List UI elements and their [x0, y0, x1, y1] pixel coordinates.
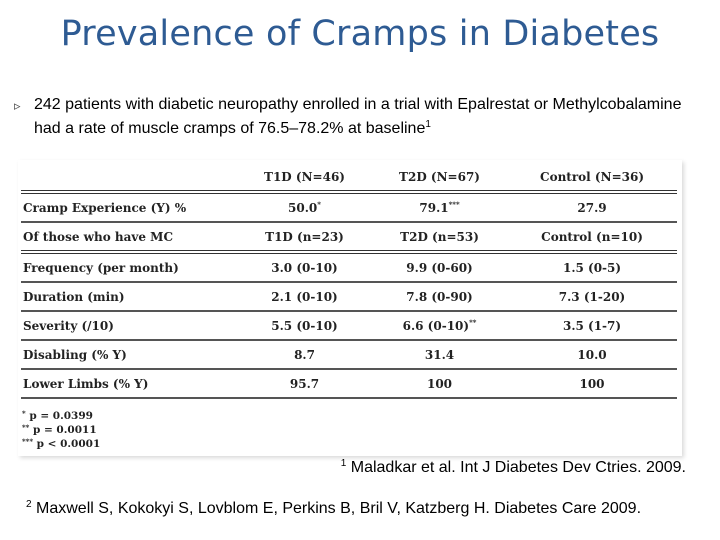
bullet-arrow-icon: ▹	[14, 98, 21, 113]
cell-control: 10.0	[507, 340, 677, 370]
cell-value: 27.9	[577, 201, 607, 215]
reference-number: 2	[26, 499, 32, 510]
footnote: ** p = 0.0011	[22, 422, 100, 436]
table-row: Severity (/10) 5.5 (0-10) 6.6 (0-10)** 3…	[21, 311, 677, 341]
cell-value: 6.6 (0-10)	[402, 319, 470, 333]
footnote-mark: ***	[22, 437, 33, 446]
cell-control: 3.5 (1-7)	[507, 311, 677, 341]
reference-2: 2 Maxwell S, Kokokyi S, Lovblom E, Perki…	[26, 499, 641, 518]
cell-t2d: 9.9 (0-60)	[372, 252, 508, 283]
bullet-point: ▹ 242 patients with diabetic neuropathy …	[14, 95, 704, 139]
cell-control: 100	[507, 369, 677, 399]
cell-control: 7.3 (1-20)	[507, 282, 677, 312]
cell-t1d: 3.0 (0-10)	[237, 252, 373, 283]
results-table-image: T1D (N=46) T2D (N=67) Control (N=36) Cra…	[18, 160, 682, 456]
cell-control: 27.9	[507, 191, 677, 223]
row-label: Cramp Experience (Y) %	[21, 191, 237, 223]
cell-t2d: 79.1***	[372, 191, 508, 223]
results-table: T1D (N=46) T2D (N=67) Control (N=36) Cra…	[21, 164, 677, 399]
footnote-mark: *	[22, 409, 26, 418]
cell-t1d: T1D (n=23)	[237, 222, 373, 254]
header-cell-t2d: T2D (N=67)	[372, 164, 508, 194]
row-label: Of those who have MC	[21, 222, 237, 254]
row-label: Frequency (per month)	[21, 252, 237, 283]
table-row: Disabling (% Y) 8.7 31.4 10.0	[21, 340, 677, 370]
cell-value: 79.1	[419, 201, 449, 215]
cell-t1d: 8.7	[237, 340, 373, 370]
slide-title: Prevalence of Cramps in Diabetes	[60, 14, 660, 54]
table-row: Frequency (per month) 3.0 (0-10) 9.9 (0-…	[21, 252, 677, 283]
significance-mark: ***	[448, 200, 460, 209]
cell-t1d: 5.5 (0-10)	[237, 311, 373, 341]
row-label: Severity (/10)	[21, 311, 237, 341]
footnote-text: p < 0.0001	[36, 438, 101, 450]
footnote-text: p = 0.0011	[32, 424, 97, 436]
header-cell-empty	[21, 164, 237, 194]
row-label: Disabling (% Y)	[21, 340, 237, 370]
cell-t2d: T2D (n=53)	[372, 222, 508, 254]
cell-t2d: 100	[372, 369, 508, 399]
bullet-superscript: 1	[425, 119, 431, 130]
table-footnotes: * p = 0.0399 ** p = 0.0011 *** p < 0.000…	[22, 408, 100, 450]
cell-t1d: 95.7	[237, 369, 373, 399]
reference-1: 1 Maladkar et al. Int J Diabetes Dev Ctr…	[0, 458, 686, 477]
cell-t1d: 2.1 (0-10)	[237, 282, 373, 312]
cell-control: 1.5 (0-5)	[507, 252, 677, 283]
reference-text: Maxwell S, Kokokyi S, Lovblom E, Perkins…	[36, 500, 642, 517]
row-label: Lower Limbs (% Y)	[21, 369, 237, 399]
table-row: Cramp Experience (Y) % 50.0* 79.1*** 27.…	[21, 191, 677, 223]
bullet-text-block: 242 patients with diabetic neuropathy en…	[34, 95, 704, 139]
cell-t2d: 31.4	[372, 340, 508, 370]
significance-mark: *	[317, 200, 321, 209]
footnote: * p = 0.0399	[22, 408, 100, 422]
cell-t1d: 50.0*	[237, 191, 373, 223]
cell-t2d: 6.6 (0-10)**	[372, 311, 508, 341]
table-subheader-row: Of those who have MC T1D (n=23) T2D (n=5…	[21, 222, 677, 254]
cell-control: Control (n=10)	[507, 222, 677, 254]
cell-value: 50.0	[288, 201, 318, 215]
footnote-text: p = 0.0399	[29, 410, 93, 422]
row-label: Duration (min)	[21, 282, 237, 312]
header-cell-t1d: T1D (N=46)	[237, 164, 373, 194]
footnote: *** p < 0.0001	[22, 436, 100, 450]
table-header-row: T1D (N=46) T2D (N=67) Control (N=36)	[21, 164, 677, 194]
bullet-text: 242 patients with diabetic neuropathy en…	[34, 96, 682, 137]
significance-mark: **	[469, 318, 477, 327]
table-row: Duration (min) 2.1 (0-10) 7.8 (0-90) 7.3…	[21, 282, 677, 312]
header-cell-control: Control (N=36)	[507, 164, 677, 194]
table-row: Lower Limbs (% Y) 95.7 100 100	[21, 369, 677, 399]
reference-text: Maladkar et al. Int J Diabetes Dev Ctrie…	[350, 459, 686, 476]
footnote-mark: **	[22, 423, 30, 432]
cell-t2d: 7.8 (0-90)	[372, 282, 508, 312]
reference-number: 1	[340, 458, 347, 469]
